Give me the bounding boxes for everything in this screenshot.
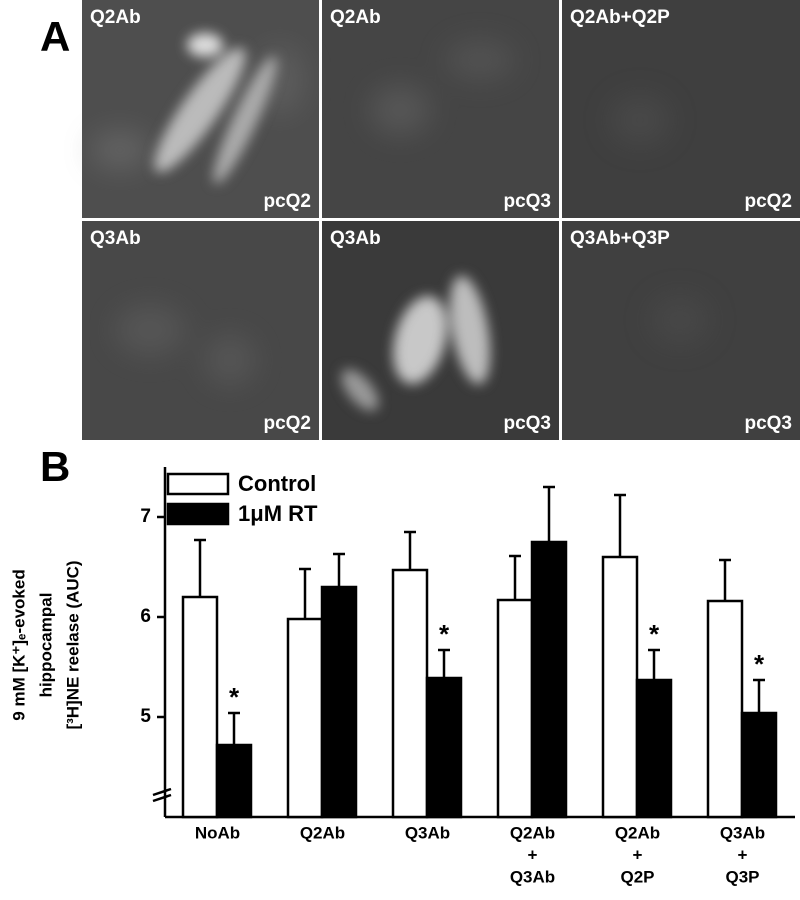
y-tick-label: 6 xyxy=(140,606,151,627)
y-tick-label: 5 xyxy=(140,706,151,727)
x-tick-label: Q2Ab xyxy=(615,823,660,842)
significance-mark: * xyxy=(649,619,660,649)
significance-mark: * xyxy=(229,682,240,712)
y-tick-label: 7 xyxy=(140,506,151,527)
x-tick-label: NoAb xyxy=(195,823,240,842)
y-axis-label-line: 9 mM [K⁺]ₑ-evoked xyxy=(9,569,28,720)
bar xyxy=(320,585,358,819)
x-tick-label: + xyxy=(738,845,748,864)
bar xyxy=(530,540,568,819)
bar-chart: 5 6 7 NoAb * Q2Ab Q3Ab * Q2Ab + Q3Ab Q2Ab + Q2P * Q3Ab +… xyxy=(140,467,795,886)
legend-label: Control xyxy=(238,471,316,496)
legend-label: 1μM RT xyxy=(238,501,318,526)
cells-label: pcQ3 xyxy=(744,413,792,434)
cells-label: pcQ2 xyxy=(263,191,311,212)
bar xyxy=(740,711,778,819)
x-tick-label: Q2Ab xyxy=(300,823,345,842)
cells-label: pcQ3 xyxy=(503,191,551,212)
cell-texture xyxy=(90,40,710,385)
bar xyxy=(286,617,324,819)
bright-cells xyxy=(154,33,491,411)
panel-a-images: A xyxy=(40,0,800,440)
significance-mark: * xyxy=(439,619,450,649)
x-tick-label: Q2P xyxy=(620,867,654,886)
bar xyxy=(215,743,253,819)
x-tick-label: Q3Ab xyxy=(510,867,555,886)
micrograph xyxy=(562,0,800,218)
y-axis-label-line: hippocampal xyxy=(36,593,55,698)
antibody-label: Q2Ab xyxy=(330,7,381,28)
y-axis-label-line: [³H]NE reelase (AUC) xyxy=(63,560,82,729)
bar xyxy=(601,555,639,819)
x-tick-label: Q3P xyxy=(725,867,759,886)
antibody-label: Q2Ab+Q2P xyxy=(570,7,670,28)
bar xyxy=(496,598,534,819)
bar xyxy=(706,599,744,819)
y-axis-label: 9 mM [K⁺]ₑ-evoked hippocampal [³H]NE reela… xyxy=(9,560,82,729)
cells-label: pcQ2 xyxy=(263,413,311,434)
axis-break xyxy=(152,793,172,803)
x-tick-label: Q3Ab xyxy=(405,823,450,842)
legend-swatch xyxy=(166,472,230,496)
x-tick-label: + xyxy=(633,845,643,864)
panel-label: A xyxy=(40,13,70,60)
legend-swatch xyxy=(166,502,230,526)
x-tick-label: Q2Ab xyxy=(510,823,555,842)
cells-label: pcQ3 xyxy=(503,413,551,434)
panel-label: B xyxy=(40,443,70,490)
antibody-label: Q2Ab xyxy=(90,7,141,28)
antibody-label: Q3Ab xyxy=(90,228,141,249)
axis-break xyxy=(152,787,172,797)
x-tick-label: + xyxy=(528,845,538,864)
significance-mark: * xyxy=(754,649,765,679)
x-tick-label: Q3Ab xyxy=(720,823,765,842)
bar xyxy=(635,678,673,819)
bar xyxy=(181,595,219,819)
bar xyxy=(425,676,463,819)
antibody-label: Q3Ab xyxy=(330,228,381,249)
micrograph xyxy=(322,0,559,218)
tile-labels: Q2Ab pcQ2 Q2Ab pcQ3 Q2Ab+Q2P pcQ2 Q3Ab pcQ2 Q3Ab… xyxy=(90,7,792,434)
antibody-label: Q3Ab+Q3P xyxy=(570,228,670,249)
bar xyxy=(391,568,429,819)
cells-label: pcQ2 xyxy=(744,191,792,212)
